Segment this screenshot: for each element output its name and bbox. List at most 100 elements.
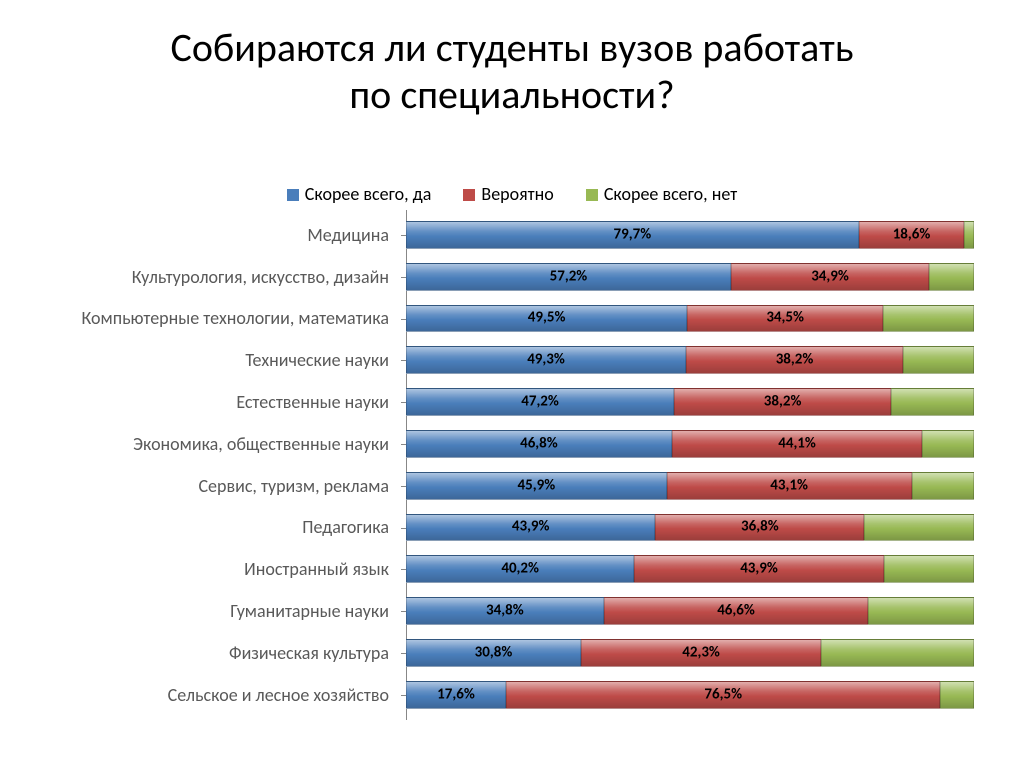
bar-row: Иностранный язык40,2%43,9% <box>54 548 974 590</box>
bar-row: Педагогика 43,9% 36,8% <box>54 507 974 549</box>
bar-row: Технические науки 49,3% 38,2% <box>54 339 974 381</box>
chart-title: Собираются ли студенты вузов работать по… <box>0 0 1024 118</box>
bar-segment <box>940 681 974 709</box>
bar-value-label: 49,5% <box>528 309 566 327</box>
category-label: Сервис, туризм, реклама <box>198 465 399 507</box>
bar-value-label: 34,9% <box>811 267 849 285</box>
legend-item-maybe: Вероятно <box>463 183 553 205</box>
legend-swatch-no <box>586 189 598 201</box>
bar-track: 17,6% 76,5% <box>406 681 974 709</box>
bar-segment <box>912 472 974 500</box>
bar-value-label: 30,8% <box>475 643 513 661</box>
bar-segment: 44,1% <box>672 430 922 458</box>
bar-row: Физическая культура 30,8% 42,3% <box>54 632 974 674</box>
bar-track: 79,7% 18,6% <box>406 221 974 249</box>
bar-value-label: 36,8% <box>741 518 779 536</box>
bar-value-label: 40,2% <box>501 560 539 578</box>
bar-row: Сельское и лесное хозяйство 17,6% 76,5% <box>54 674 974 716</box>
bar-segment: 42,3% <box>581 639 821 667</box>
legend-swatch-maybe <box>463 189 475 201</box>
bar-row: Сервис, туризм, реклама45,9% 43,1% <box>54 465 974 507</box>
legend-swatch-yes <box>287 189 299 201</box>
category-label: Компьютерные технологии, математика <box>82 298 399 340</box>
plot-area: Медицина 79,7% 18,6% Культурология, искусст… <box>54 214 974 716</box>
bar-segment <box>964 221 974 249</box>
bar-segment <box>884 555 974 583</box>
category-label: Естественные науки <box>236 381 399 423</box>
legend-label-maybe: Вероятно <box>481 183 553 205</box>
legend-label-yes: Скорее всего, да <box>305 183 432 205</box>
bar-segment <box>929 263 974 291</box>
bar-row: Компьютерные технологии, математика49,5%… <box>54 298 974 340</box>
bar-track: 46,8% 44,1% <box>406 430 974 458</box>
bar-segment <box>821 639 974 667</box>
bar-row: Естественные науки47,2% 38,2% <box>54 381 974 423</box>
bar-value-label: 79,7% <box>614 226 652 244</box>
bar-segment: 46,8% <box>406 430 672 458</box>
bar-row: Экономика, общественные науки46,8% 44,1% <box>54 423 974 465</box>
bar-value-label: 34,5% <box>766 309 804 327</box>
bar-row: Культурология, искусство, дизайн 57,2% 34,… <box>54 256 974 298</box>
bar-row: Гуманитарные науки34,8%46,6% <box>54 590 974 632</box>
bar-segment: 49,3% <box>406 346 686 374</box>
bar-segment: 45,9% <box>406 472 667 500</box>
bar-value-label: 42,3% <box>682 643 720 661</box>
bar-segment: 34,5% <box>687 305 883 333</box>
category-label: Сельское и лесное хозяйство <box>168 674 399 716</box>
bar-segment: 76,5% <box>506 681 941 709</box>
bar-segment <box>868 597 974 625</box>
bar-value-label: 43,9% <box>740 560 778 578</box>
bar-track: 40,2% 43,9% <box>406 555 974 583</box>
category-label: Технические науки <box>245 339 399 381</box>
bar-value-label: 17,6% <box>437 685 475 703</box>
bar-segment: 38,2% <box>686 346 903 374</box>
bar-value-label: 18,6% <box>893 226 931 244</box>
bar-track: 43,9% 36,8% <box>406 514 974 542</box>
bar-segment: 79,7% <box>406 221 859 249</box>
legend: Скорее всего, да Вероятно Скорее всего, … <box>0 183 1024 205</box>
bar-value-label: 43,1% <box>770 476 808 494</box>
bar-value-label: 34,8% <box>486 602 524 620</box>
legend-label-no: Скорее всего, нет <box>604 183 737 205</box>
chart-plot: Медицина 79,7% 18,6% Культурология, искусст… <box>0 214 1024 716</box>
bar-segment: 17,6% <box>406 681 506 709</box>
bar-value-label: 76,5% <box>704 685 742 703</box>
bar-value-label: 49,3% <box>527 351 565 369</box>
bar-value-label: 38,2% <box>776 351 814 369</box>
bar-track: 49,5% 34,5% <box>406 305 974 333</box>
category-label: Гуманитарные науки <box>230 590 399 632</box>
title-line-1: Собираются ли студенты вузов работать <box>171 23 854 72</box>
bar-track: 34,8%46,6% <box>406 597 974 625</box>
bar-value-label: 44,1% <box>778 435 816 453</box>
bar-segment: 36,8% <box>655 514 864 542</box>
slide: Собираются ли студенты вузов работать по… <box>0 0 1024 768</box>
category-label: Физическая культура <box>229 632 399 674</box>
legend-item-no: Скорее всего, нет <box>586 183 737 205</box>
bar-segment: 34,9% <box>731 263 929 291</box>
category-label: Экономика, общественные науки <box>133 423 399 465</box>
category-label: Медицина <box>307 214 399 256</box>
bar-track: 45,9% 43,1% <box>406 472 974 500</box>
bar-segment <box>864 514 974 542</box>
bar-track: 49,3% 38,2% <box>406 346 974 374</box>
bar-segment: 30,8% <box>406 639 581 667</box>
bar-segment: 38,2% <box>674 388 891 416</box>
title-line-2: по специальности? <box>349 70 674 119</box>
legend-item-yes: Скорее всего, да <box>287 183 432 205</box>
bar-value-label: 38,2% <box>764 393 802 411</box>
category-label: Педагогика <box>302 507 399 549</box>
bar-track: 57,2% 34,9% <box>406 263 974 291</box>
bar-row: Медицина 79,7% 18,6% <box>54 214 974 256</box>
bar-segment: 43,9% <box>634 555 883 583</box>
bar-value-label: 43,9% <box>512 518 550 536</box>
bar-segment: 43,1% <box>667 472 912 500</box>
bar-segment: 47,2% <box>406 388 674 416</box>
bar-segment: 18,6% <box>859 221 965 249</box>
bar-segment <box>922 430 974 458</box>
bar-segment: 40,2% <box>406 555 634 583</box>
bar-segment: 57,2% <box>406 263 731 291</box>
bar-segment: 49,5% <box>406 305 687 333</box>
category-label: Культурология, искусство, дизайн <box>132 256 399 298</box>
bar-value-label: 57,2% <box>550 267 588 285</box>
bar-segment: 34,8% <box>406 597 604 625</box>
